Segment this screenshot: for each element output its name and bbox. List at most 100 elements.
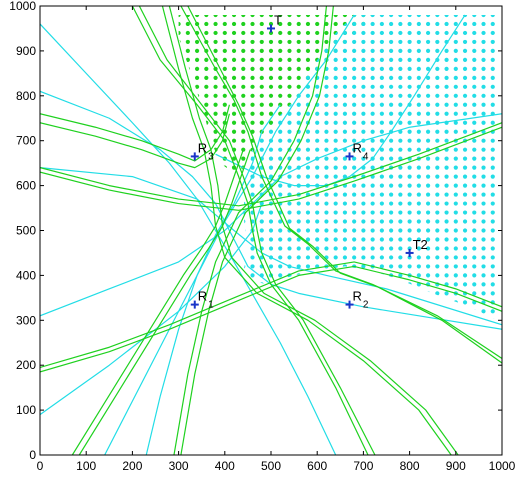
region-dot <box>121 408 125 412</box>
region-dot <box>453 219 458 224</box>
region-dot <box>177 381 181 385</box>
region-dot <box>287 255 292 260</box>
region-dot <box>130 40 134 44</box>
region-dot <box>178 14 181 18</box>
region-dot <box>56 372 60 376</box>
region-dot <box>93 363 97 367</box>
region-dot <box>435 165 440 170</box>
region-dot <box>435 399 439 403</box>
region-dot <box>371 426 375 430</box>
region-dot <box>454 336 458 340</box>
region-dot <box>112 246 116 250</box>
region-dot <box>453 57 458 62</box>
region-dot <box>223 210 227 214</box>
region-dot <box>444 183 449 188</box>
region-dot <box>112 157 116 161</box>
region-dot <box>231 111 237 116</box>
region-dot <box>112 31 116 35</box>
region-dot <box>195 282 199 286</box>
region-dot <box>416 102 421 107</box>
region-dot <box>121 309 125 313</box>
region-dot <box>149 255 153 259</box>
region-dot <box>84 49 88 53</box>
region-dot <box>103 264 107 268</box>
region-dot <box>186 336 190 340</box>
region-dot <box>47 300 51 304</box>
region-dot <box>75 184 79 188</box>
region-dot <box>333 165 338 170</box>
region-dot <box>297 390 301 394</box>
region-dot <box>130 327 134 331</box>
region-dot <box>389 75 394 80</box>
region-dot <box>112 408 116 412</box>
region-dot <box>398 30 403 36</box>
region-dot <box>278 408 282 412</box>
region-dot <box>149 372 153 376</box>
region-dot <box>75 201 79 205</box>
region-dot <box>140 444 144 448</box>
region-dot <box>112 13 116 17</box>
region-dot <box>103 381 107 385</box>
region-dot <box>177 184 181 188</box>
region-dot <box>158 31 162 35</box>
region-dot <box>379 210 384 215</box>
region-dot <box>130 58 134 62</box>
region-dot <box>250 408 254 412</box>
region-dot <box>343 435 347 439</box>
region-dot <box>66 444 70 448</box>
region-dot <box>149 85 153 89</box>
region-dot <box>453 192 458 197</box>
region-dot <box>287 165 292 170</box>
region-dot <box>177 85 181 89</box>
region-dot <box>241 300 245 304</box>
region-dot <box>112 49 116 53</box>
region-dot <box>222 48 227 54</box>
region-dot <box>305 174 311 179</box>
region-dot <box>463 417 467 421</box>
region-dot <box>103 67 107 71</box>
region-dot <box>149 444 153 448</box>
region-dot <box>223 184 227 188</box>
region-dot <box>84 282 88 286</box>
region-dot <box>259 228 264 233</box>
region-dot <box>47 318 51 322</box>
region-dot <box>232 354 236 358</box>
region-dot <box>287 93 292 98</box>
region-dot <box>352 372 356 376</box>
region-dot <box>268 246 274 251</box>
region-dot <box>444 165 449 170</box>
region-dot <box>223 318 227 322</box>
region-dot <box>435 408 439 412</box>
region-dot <box>56 264 60 268</box>
region-dot <box>130 112 134 116</box>
region-dot <box>241 372 245 376</box>
region-dot <box>204 417 208 421</box>
region-dot <box>112 264 116 268</box>
region-dot <box>361 318 366 321</box>
region-dot <box>250 390 254 394</box>
region-dot <box>333 48 338 54</box>
region-dot <box>213 192 217 196</box>
region-dot <box>167 85 171 89</box>
region-dot <box>416 75 421 80</box>
region-dot <box>342 192 348 197</box>
region-dot <box>93 94 97 98</box>
region-dot <box>213 84 218 89</box>
region-dot <box>380 408 384 412</box>
region-dot <box>84 94 88 98</box>
region-dot <box>444 372 448 376</box>
region-dot <box>75 435 79 439</box>
region-dot <box>352 390 356 394</box>
region-dot <box>333 219 338 224</box>
region-dot <box>140 85 144 89</box>
region-dot <box>121 435 125 439</box>
region-dot <box>140 309 144 313</box>
region-dot <box>324 138 329 143</box>
region-dot <box>213 426 217 430</box>
region-dot <box>296 282 301 287</box>
region-dot <box>361 363 365 367</box>
region-dot <box>250 345 254 349</box>
region-dot <box>56 76 60 80</box>
region-dot <box>426 336 430 340</box>
region-dot <box>389 435 393 439</box>
